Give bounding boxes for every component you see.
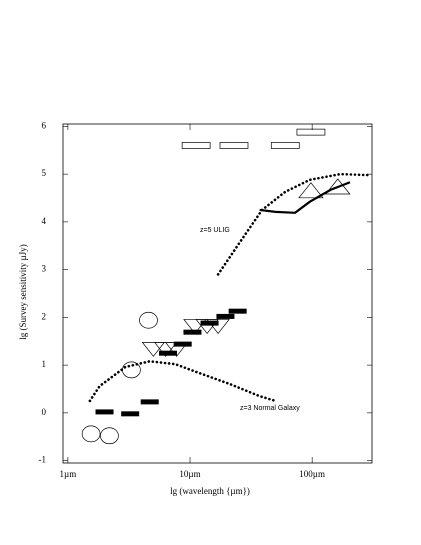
- y-tick-label: 5: [42, 168, 47, 178]
- dash-marker: [140, 399, 159, 405]
- y-axis-label: lg (Survey sensitivity µJy): [18, 244, 28, 339]
- triangle-marker: [183, 319, 207, 335]
- curve: [216, 172, 370, 276]
- triangle-marker: [206, 319, 230, 335]
- dash-marker: [95, 409, 114, 415]
- y-tick-label: 6: [42, 120, 47, 130]
- y-tick-label: 3: [42, 264, 47, 274]
- limit-box: [270, 142, 300, 149]
- dash-marker: [216, 313, 235, 319]
- triangle-marker: [298, 182, 324, 199]
- x-tick-label: 1µm: [60, 469, 77, 479]
- dash-marker: [183, 329, 202, 335]
- annotation: z=3 Normal Galaxy: [240, 405, 300, 412]
- triangle-marker: [325, 178, 351, 195]
- y-tick-label: 4: [42, 216, 47, 226]
- limit-box: [219, 142, 249, 149]
- dash-marker: [228, 308, 247, 314]
- annotation: z=5 ULIG: [200, 227, 230, 234]
- plot-frame: [62, 123, 373, 464]
- y-tick-label: 2: [42, 311, 47, 321]
- circle-marker: [122, 361, 141, 379]
- y-tick-label: -1: [39, 455, 47, 465]
- curve: [88, 359, 277, 403]
- y-tick-label: 0: [42, 407, 47, 417]
- triangle-marker: [164, 342, 189, 357]
- x-tick-label: 100µm: [299, 469, 325, 479]
- limit-box: [181, 142, 211, 149]
- limit-box: [296, 128, 326, 136]
- dash-marker: [173, 341, 192, 347]
- dash-marker: [121, 411, 140, 417]
- triangle-marker: [141, 342, 166, 357]
- y-tick-label: 1: [42, 359, 47, 369]
- x-axis-label: lg (wavelength {µm}): [170, 486, 250, 496]
- circle-marker: [100, 427, 119, 445]
- curve: [259, 181, 351, 214]
- circle-marker: [139, 311, 158, 329]
- x-tick-label: 10µm: [179, 469, 200, 479]
- circle-marker: [81, 425, 101, 443]
